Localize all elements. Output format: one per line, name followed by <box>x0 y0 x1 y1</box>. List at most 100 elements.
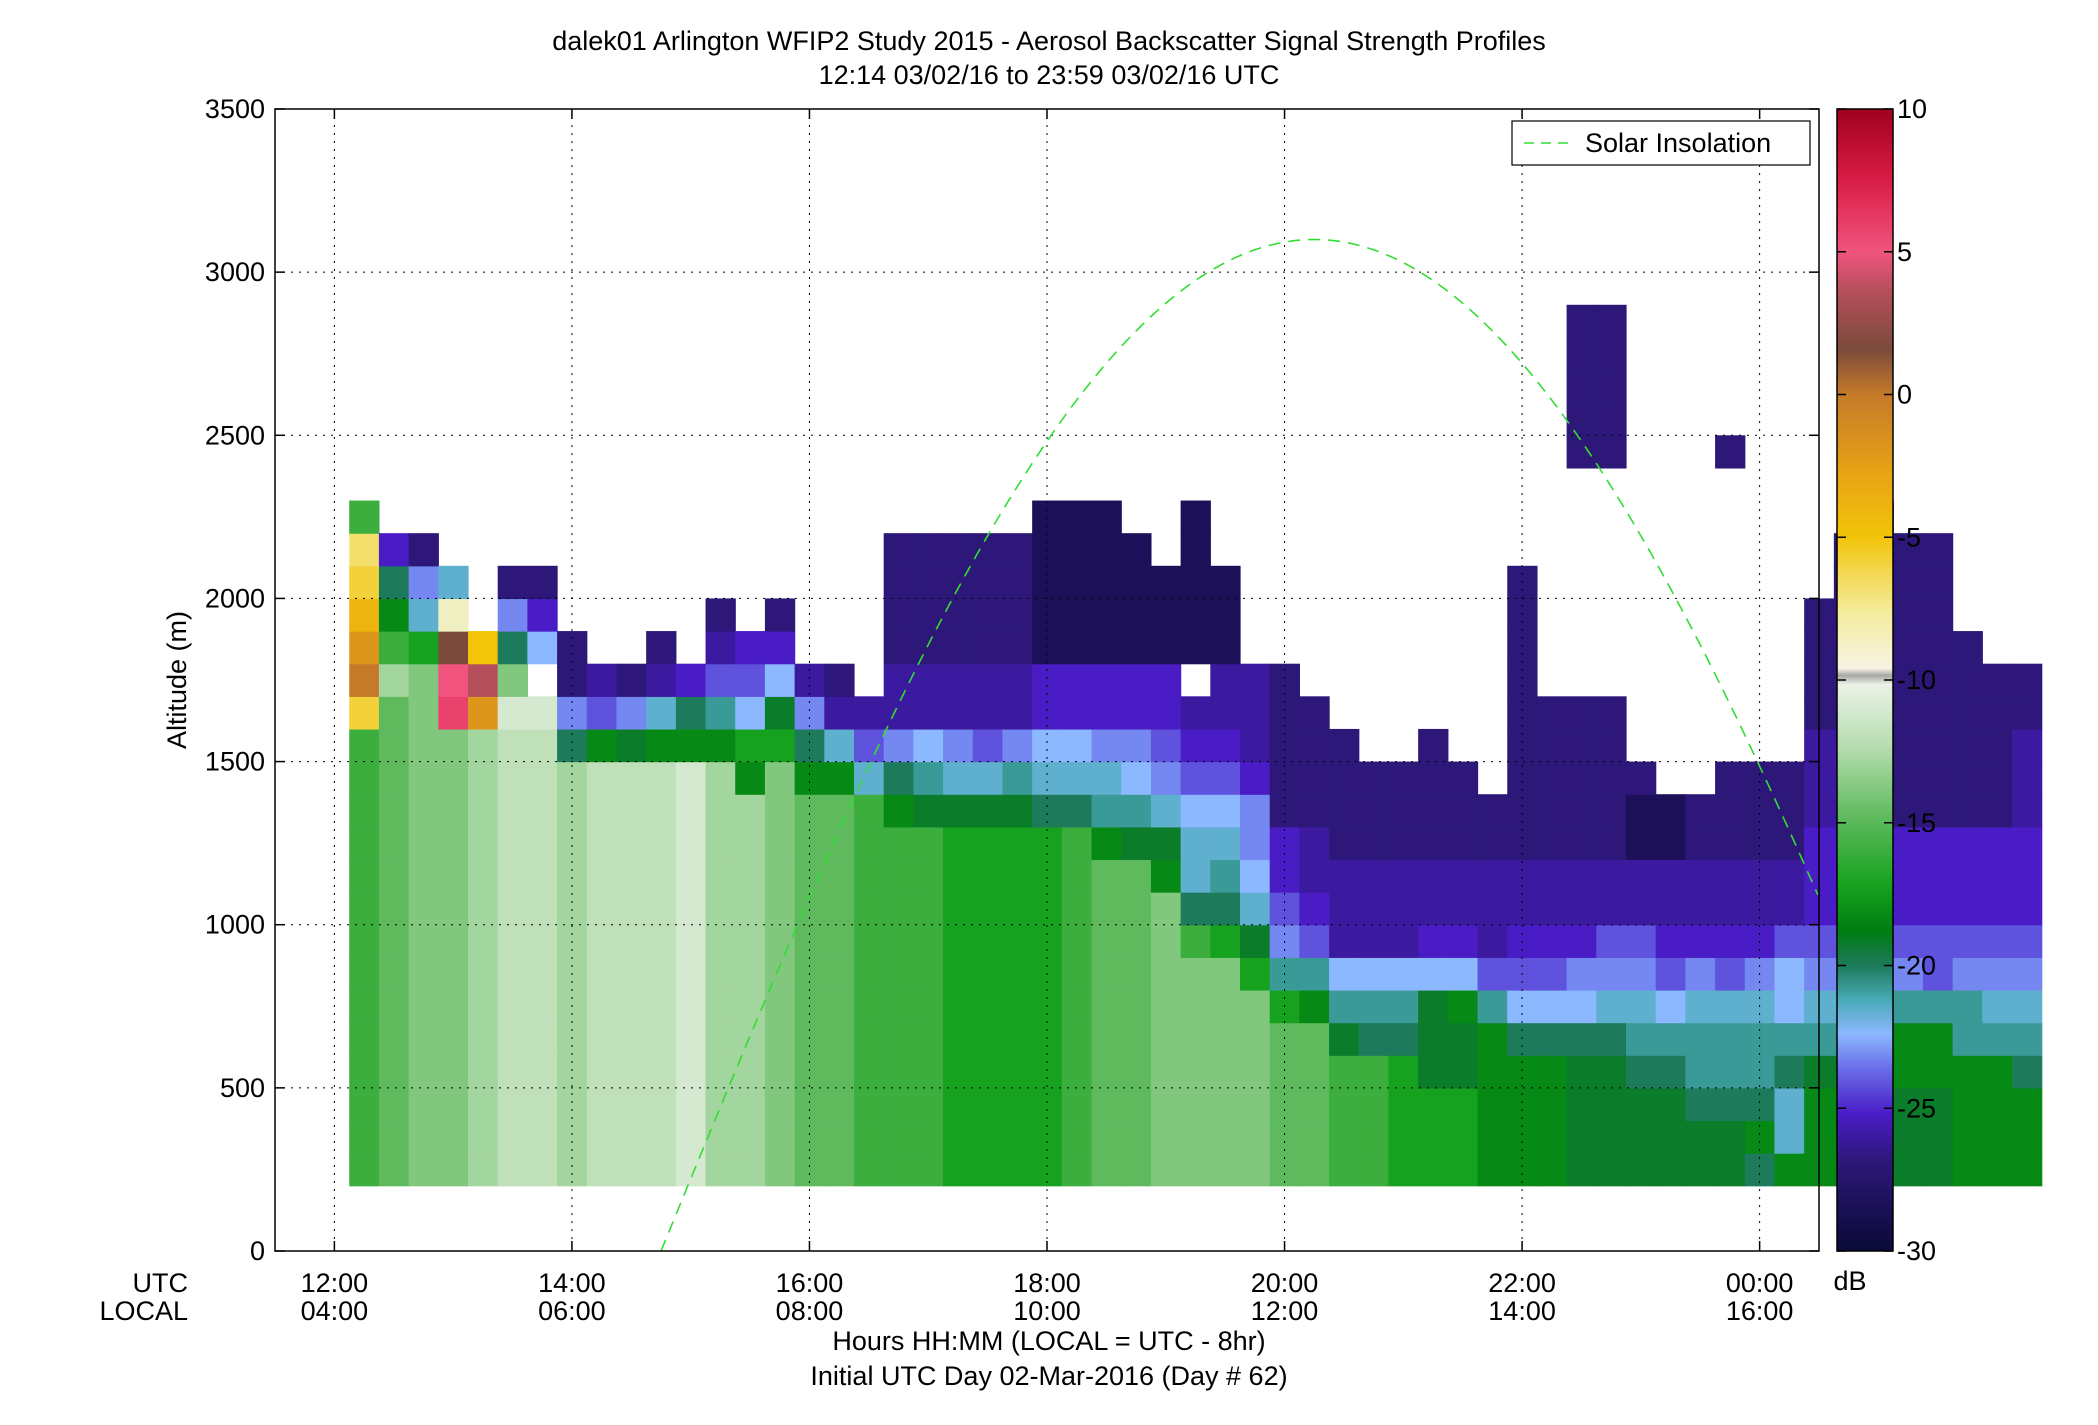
heatmap-cell <box>675 859 707 893</box>
heatmap-cell <box>943 1087 974 1122</box>
heatmap-cell <box>943 631 974 665</box>
heatmap-cell <box>1091 989 1122 1024</box>
heatmap-cell <box>1626 761 1657 795</box>
chart-subtitle: 12:14 03/02/16 to 23:59 03/02/16 UTC <box>819 60 1280 90</box>
heatmap-cell <box>1774 989 1805 1024</box>
heatmap-cell <box>1061 1153 1093 1187</box>
heatmap-cell <box>1715 761 1746 795</box>
heatmap-cell <box>497 1022 528 1056</box>
heatmap-cell <box>1477 794 1508 828</box>
heatmap-cell <box>438 989 469 1024</box>
heatmap-cell <box>1566 892 1597 926</box>
heatmap-cell <box>972 728 1004 763</box>
heatmap-cell <box>1447 1120 1479 1154</box>
heatmap-cell <box>1269 859 1300 893</box>
heatmap-cell <box>616 663 647 697</box>
heatmap-cell <box>1596 957 1627 991</box>
heatmap-cell <box>1299 957 1330 991</box>
heatmap-cell <box>1626 794 1657 828</box>
heatmap-cell <box>824 696 855 730</box>
heatmap-cell <box>1418 924 1449 958</box>
heatmap-cell <box>1091 500 1122 534</box>
heatmap-cell <box>378 794 410 828</box>
heatmap-cell <box>1685 1087 1716 1122</box>
heatmap-cell <box>1180 631 1211 665</box>
heatmap-cell <box>616 892 647 926</box>
heatmap-cell <box>616 989 647 1024</box>
heatmap-cell <box>705 794 736 828</box>
heatmap-cell <box>675 1120 707 1154</box>
heatmap-cell <box>764 663 796 697</box>
heatmap-cell <box>586 892 618 926</box>
heatmap-cell <box>735 892 766 926</box>
heatmap-cell <box>1715 1055 1746 1089</box>
heatmap-cell <box>438 1120 469 1154</box>
heatmap-cell <box>497 892 528 926</box>
heatmap-cell <box>1358 957 1390 991</box>
heatmap-cell <box>1952 1120 1983 1154</box>
colorbar-tick-label: 10 <box>1897 94 1927 124</box>
heatmap-cell <box>913 826 944 861</box>
heatmap-cell <box>1210 663 1241 697</box>
heatmap-cell <box>349 859 380 893</box>
heatmap-cell <box>943 794 974 828</box>
heatmap-cell <box>824 1153 855 1187</box>
heatmap-cell <box>1715 1022 1746 1056</box>
heatmap-cell <box>735 663 766 697</box>
heatmap-cell <box>527 892 558 926</box>
heatmap-cell <box>1536 957 1568 991</box>
heatmap-cell <box>883 1153 914 1187</box>
heatmap-cell <box>1952 989 1983 1024</box>
heatmap-cell <box>1002 1087 1033 1122</box>
heatmap-cell <box>1477 989 1508 1024</box>
heatmap-cell <box>586 1055 618 1089</box>
heatmap-cell <box>1982 1120 2013 1154</box>
heatmap-cell <box>1655 1087 1686 1122</box>
heatmap-cell <box>378 892 410 926</box>
heatmap-cell <box>1715 826 1746 861</box>
heatmap-cell <box>1388 761 1419 795</box>
heatmap-cell <box>1061 631 1093 665</box>
heatmap-cell <box>527 989 558 1024</box>
heatmap-cell <box>1121 957 1152 991</box>
heatmap-cell <box>438 892 469 926</box>
x-tick-label-local: 14:00 <box>1488 1296 1556 1326</box>
heatmap-cell <box>824 1087 855 1122</box>
heatmap-cell <box>1150 1055 1182 1089</box>
heatmap-cell <box>1091 1022 1122 1056</box>
heatmap-cell <box>1952 728 1983 763</box>
heatmap-cell <box>378 1153 410 1187</box>
heatmap-cell <box>1655 957 1686 991</box>
heatmap-cell <box>1150 565 1182 600</box>
heatmap-cell <box>1269 663 1300 697</box>
heatmap-cell <box>1418 1087 1449 1122</box>
heatmap-cell <box>1388 892 1419 926</box>
heatmap-cell <box>1893 924 1924 958</box>
heatmap-cell <box>468 924 499 958</box>
heatmap-cell <box>1626 1087 1657 1122</box>
heatmap-cell <box>1061 761 1093 795</box>
heatmap-cell <box>1299 1055 1330 1089</box>
heatmap-cell <box>1150 892 1182 926</box>
heatmap-cell <box>1893 957 1924 991</box>
heatmap-cell <box>408 728 439 763</box>
heatmap-cell <box>1922 1022 1954 1056</box>
heatmap-cell <box>675 1022 707 1056</box>
heatmap-cell <box>764 892 796 926</box>
heatmap-cell <box>1299 924 1330 958</box>
heatmap-cell <box>527 1087 558 1122</box>
heatmap-cell <box>1091 663 1122 697</box>
heatmap-cell <box>1536 1153 1568 1187</box>
heatmap-cell <box>408 1153 439 1187</box>
heatmap-cell <box>616 924 647 958</box>
heatmap-cell <box>913 598 944 632</box>
heatmap-cell <box>646 1120 677 1154</box>
heatmap-cell <box>1982 1087 2013 1122</box>
heatmap-cell <box>764 826 796 861</box>
heatmap-cell <box>1982 859 2013 893</box>
heatmap-cell <box>1002 533 1033 567</box>
heatmap-cell <box>1952 859 1983 893</box>
x-tick-label-utc: 12:00 <box>301 1268 369 1298</box>
heatmap-cell <box>1210 826 1241 861</box>
heatmap-cell <box>764 631 796 665</box>
